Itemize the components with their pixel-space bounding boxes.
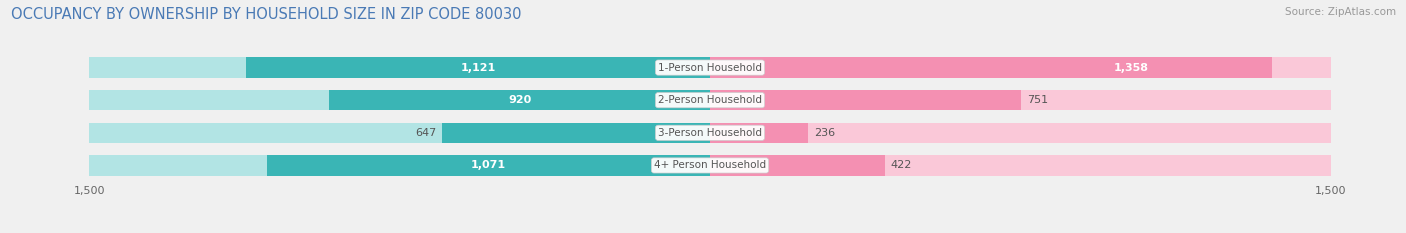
Bar — [267, 155, 710, 175]
Bar — [710, 155, 884, 175]
Text: 1-Person Household: 1-Person Household — [658, 63, 762, 72]
Text: 3-Person Household: 3-Person Household — [658, 128, 762, 138]
Text: 422: 422 — [891, 161, 912, 170]
Bar — [90, 90, 710, 110]
Text: OCCUPANCY BY OWNERSHIP BY HOUSEHOLD SIZE IN ZIP CODE 80030: OCCUPANCY BY OWNERSHIP BY HOUSEHOLD SIZE… — [11, 7, 522, 22]
Bar — [329, 90, 710, 110]
Bar — [710, 90, 1330, 110]
Text: 1,071: 1,071 — [471, 161, 506, 170]
Bar — [710, 123, 1330, 143]
Bar — [90, 123, 710, 143]
Bar — [90, 58, 710, 78]
Bar — [246, 58, 710, 78]
Bar — [710, 90, 1021, 110]
Text: 2-Person Household: 2-Person Household — [658, 95, 762, 105]
Text: 1,358: 1,358 — [1114, 63, 1149, 72]
Bar — [710, 123, 807, 143]
Text: 751: 751 — [1026, 95, 1047, 105]
Text: 236: 236 — [814, 128, 835, 138]
Text: 1,121: 1,121 — [461, 63, 496, 72]
Bar — [443, 123, 710, 143]
Text: 4+ Person Household: 4+ Person Household — [654, 161, 766, 170]
Text: 920: 920 — [508, 95, 531, 105]
Bar — [710, 58, 1330, 78]
Text: 647: 647 — [415, 128, 436, 138]
Text: Source: ZipAtlas.com: Source: ZipAtlas.com — [1285, 7, 1396, 17]
Bar — [710, 58, 1272, 78]
Bar — [710, 155, 1330, 175]
Bar — [90, 155, 710, 175]
